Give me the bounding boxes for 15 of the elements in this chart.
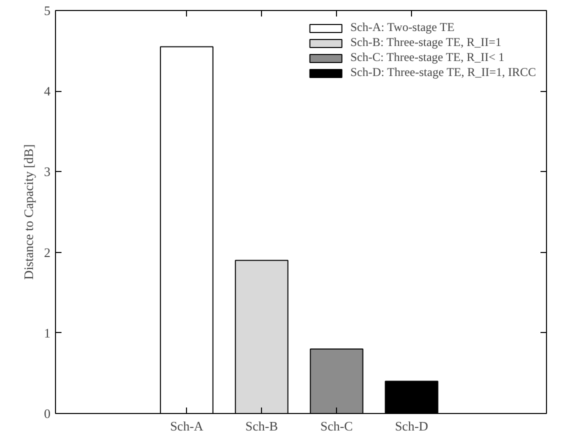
legend-label: Sch-A: Two-stage TE xyxy=(350,20,454,35)
y-axis-title: Distance to Capacity [dB] xyxy=(21,144,36,280)
x-tick-label: Sch-C xyxy=(320,418,353,434)
y-tick-label: 0 xyxy=(44,406,50,421)
y-tick-label: 5 xyxy=(44,3,50,18)
legend-label: Sch-C: Three-stage TE, R_II< 1 xyxy=(350,50,504,65)
legend-label: Sch-D: Three-stage TE, R_II=1, IRCC xyxy=(350,65,536,80)
x-tick-label: Sch-D xyxy=(394,418,428,434)
y-tick-label: 1 xyxy=(44,325,50,340)
x-tick-label: Sch-B xyxy=(245,418,278,434)
y-tick-label: 4 xyxy=(44,84,51,99)
y-tick-label: 2 xyxy=(44,244,50,260)
legend-label: Sch-B: Three-stage TE, R_II=1 xyxy=(350,35,502,50)
x-tick-label: Sch-A xyxy=(170,418,204,434)
y-tick-label: 3 xyxy=(44,164,50,180)
